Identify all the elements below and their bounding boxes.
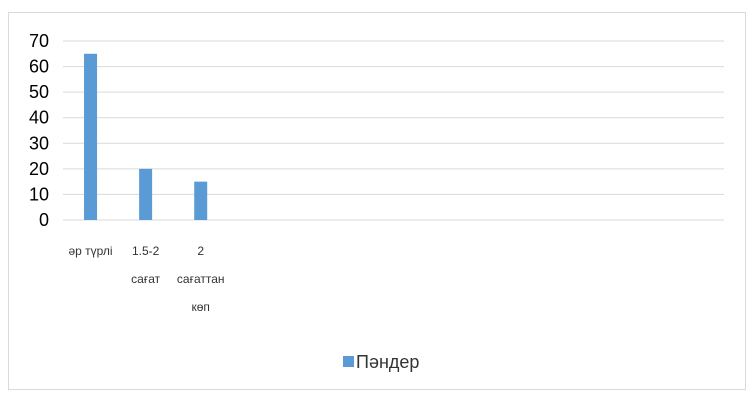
x-category-label: 2 [197,244,204,258]
bar [194,181,208,220]
x-axis-category-labels: әр түрлі 1.5-2 сағат 2 сағаттан көп [68,244,224,314]
bar [139,168,153,220]
x-category-label: көп [191,300,209,314]
y-tick-label: 20 [29,159,49,179]
y-tick-label: 70 [29,31,49,51]
bar [84,53,98,221]
bars [84,53,208,221]
y-axis-tick-labels: 0 10 20 30 40 50 60 70 [29,31,49,230]
x-category-label: сағат [131,272,160,286]
x-category-label: 1.5-2 [132,244,160,258]
y-tick-label: 50 [29,82,49,102]
x-category-label: сағаттан [177,272,225,286]
y-tick-label: 10 [29,184,49,204]
y-tick-label: 0 [39,210,49,230]
x-category-label: әр түрлі [68,244,112,258]
y-tick-label: 60 [29,57,49,77]
legend: Пәндер [343,352,419,372]
y-tick-label: 30 [29,133,49,153]
legend-label: Пәндер [356,352,419,372]
chart-frame [8,12,746,390]
gridlines [63,40,724,221]
legend-swatch [343,356,354,367]
y-tick-label: 40 [29,108,49,128]
